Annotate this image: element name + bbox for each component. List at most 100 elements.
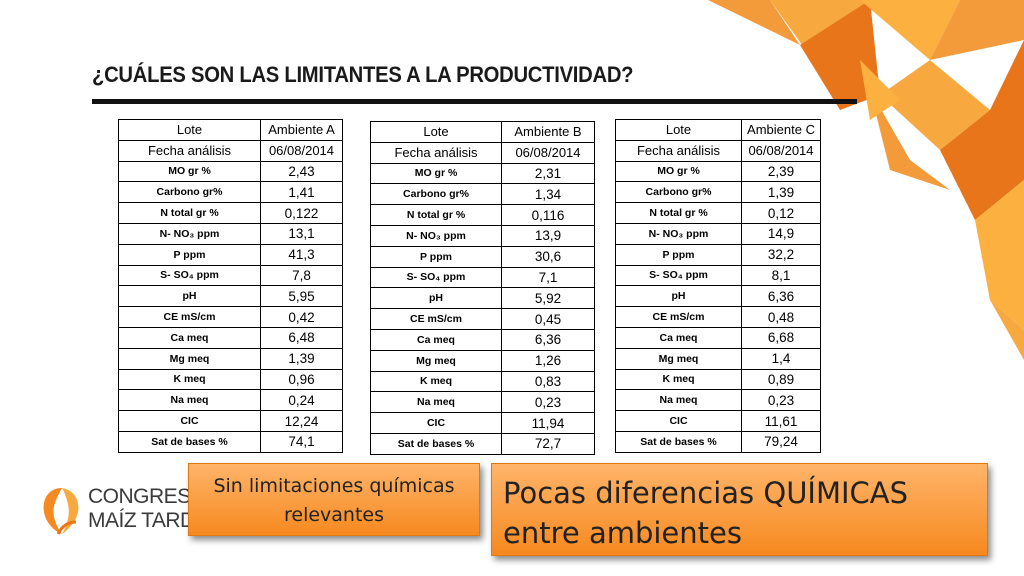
row-value: 1,4 [741,347,821,370]
row-value: 0,42 [260,306,343,328]
table-row: Na meq 0,24 [118,389,343,412]
soil-table-ambiente-c: Lote Ambiente C Fecha análisis 06/08/2014 MO… [615,119,821,453]
table-row: P ppm 30,6 [370,245,595,268]
row-label: K meq [118,368,261,391]
row-label: N- NO₃ ppm [370,224,502,247]
row-value: 06/08/2014 [260,139,343,162]
table-row: K meq 0,96 [118,368,343,391]
row-value: 5,95 [260,285,343,308]
row-value: 0,12 [741,202,821,224]
row-label: Mg meq [615,347,742,370]
table-row: N total gr % 0,12 [615,202,821,224]
callout-pocas-diferencias: Pocas diferencias QUÍMICAS entre ambient… [491,463,988,556]
table-row: N total gr % 0,122 [118,202,343,224]
row-value: 1,26 [501,349,595,372]
row-label: Carbono gr% [615,181,742,204]
row-label: P ppm [615,243,742,266]
table-row: MO gr % 2,39 [615,160,821,183]
row-label: CIC [370,412,502,434]
table-row: S- SO₄ ppm 7,8 [118,264,343,287]
table-row: Ca meq 6,68 [615,326,821,349]
table-header-row: Lote Ambiente B [370,121,595,143]
row-label: Na meq [370,391,502,414]
row-value: 2,39 [741,160,821,183]
row-label: S- SO₄ ppm [118,264,261,287]
row-value: 2,43 [260,160,343,183]
table-row: CIC 11,61 [615,410,821,432]
corn-logo-icon [43,488,79,535]
table-row: pH 6,36 [615,285,821,308]
row-value: 72,7 [501,432,595,455]
row-label: Lote [118,119,261,141]
row-label: Lote [615,119,742,141]
table-row: CE mS/cm 0,45 [370,308,595,330]
row-label: MO gr % [370,162,502,185]
row-label: N total gr % [615,202,742,224]
soil-table-ambiente-a: Lote Ambiente A Fecha análisis 06/08/2014 MO… [118,119,343,453]
table-row: Sat de bases % 79,24 [615,430,821,453]
row-value: 1,39 [741,181,821,204]
row-value: 06/08/2014 [741,139,821,162]
table-row: Mg meq 1,26 [370,349,595,372]
row-value: 0,96 [260,368,343,391]
row-label: Sat de bases % [615,430,742,453]
table-row: CE mS/cm 0,48 [615,306,821,328]
row-label: Na meq [118,389,261,412]
table-row: S- SO₄ ppm 7,1 [370,266,595,289]
page-title: ¿CUÁLES SON LAS LIMITANTES A LA PRODUCTI… [92,62,634,87]
row-label: CIC [118,410,261,432]
row-label: N- NO₃ ppm [615,222,742,245]
table-header-row: Lote Ambiente A [118,119,343,141]
table-row: CIC 11,94 [370,412,595,434]
table-row: S- SO₄ ppm 8,1 [615,264,821,287]
row-label: P ppm [118,243,261,266]
logo-text-line1: CONGRESO [88,485,207,508]
row-value: 1,41 [260,181,343,204]
row-label: pH [615,285,742,308]
row-label: Sat de bases % [370,432,502,455]
row-value: 0,89 [741,368,821,391]
row-value: 74,1 [260,430,343,453]
table-date-row: Fecha análisis 06/08/2014 [118,139,343,162]
table-row: Sat de bases % 72,7 [370,432,595,455]
row-value: 13,9 [501,224,595,247]
row-label: S- SO₄ ppm [370,266,502,289]
row-value: 2,31 [501,162,595,185]
title-underline [92,99,857,104]
row-label: CIC [615,410,742,432]
row-value: 11,94 [501,412,595,434]
row-value: 0,83 [501,370,595,393]
table-row: MO gr % 2,43 [118,160,343,183]
callout-sin-limitaciones: Sin limitaciones químicas relevantes [188,463,480,536]
row-label: N total gr % [118,202,261,224]
row-value: 79,24 [741,430,821,453]
row-value: 6,68 [741,326,821,349]
row-value: 7,8 [260,264,343,287]
table-row: pH 5,92 [370,287,595,310]
row-label: Na meq [615,389,742,412]
table-date-row: Fecha análisis 06/08/2014 [615,139,821,162]
row-value: 0,122 [260,202,343,224]
table-row: Mg meq 1,4 [615,347,821,370]
row-label: Ca meq [615,326,742,349]
table-row: Mg meq 1,39 [118,347,343,370]
table-date-row: Fecha análisis 06/08/2014 [370,141,595,164]
row-label: pH [370,287,502,310]
row-label: CE mS/cm [118,306,261,328]
row-value: 11,61 [741,410,821,432]
soil-table-ambiente-b: Lote Ambiente B Fecha análisis 06/08/2014 MO… [370,121,595,455]
row-value: 8,1 [741,264,821,287]
table-row: Carbono gr% 1,39 [615,181,821,204]
row-value: 0,23 [741,389,821,412]
row-label: Fecha análisis [370,141,502,164]
row-value: 6,36 [741,285,821,308]
table-row: MO gr % 2,31 [370,162,595,185]
table-row: CE mS/cm 0,42 [118,306,343,328]
row-value: 0,48 [741,306,821,328]
row-value: 30,6 [501,245,595,268]
row-value: 1,39 [260,347,343,370]
row-label: MO gr % [118,160,261,183]
row-label: Sat de bases % [118,430,261,453]
row-label: Ca meq [370,328,502,351]
row-value: Ambiente C [741,119,821,141]
